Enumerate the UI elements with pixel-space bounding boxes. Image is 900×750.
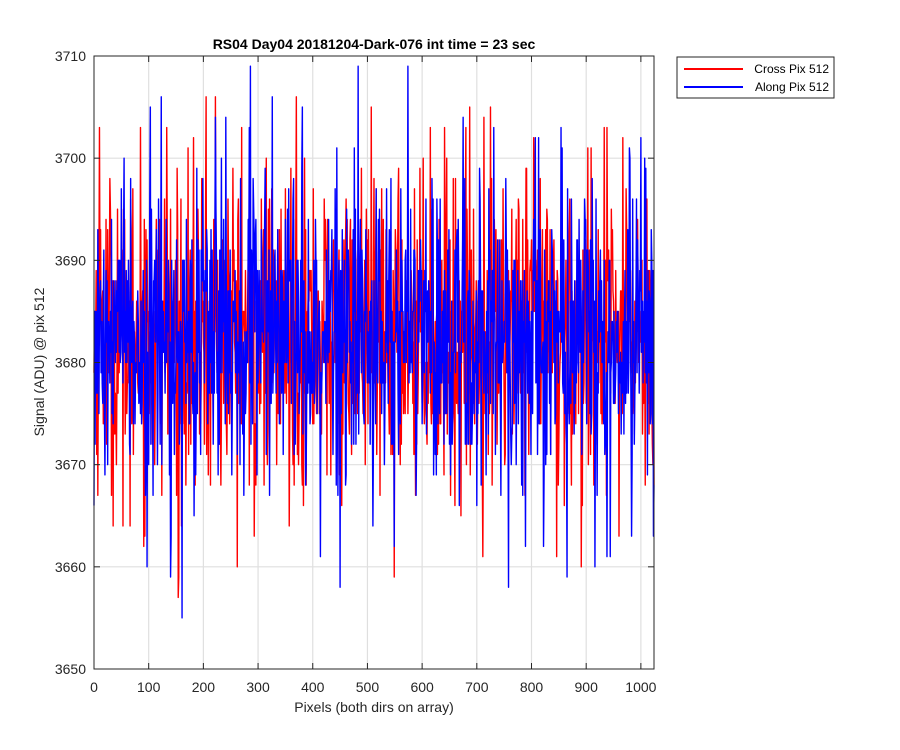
- x-tick-label: 900: [575, 679, 599, 695]
- y-tick-label: 3700: [55, 150, 86, 166]
- data-series: [93, 65, 655, 619]
- x-tick-label: 800: [520, 679, 544, 695]
- x-tick-label: 100: [137, 679, 161, 695]
- x-tick-label: 0: [90, 679, 98, 695]
- y-tick-label: 3650: [55, 661, 86, 677]
- x-tick-label: 200: [192, 679, 216, 695]
- x-tick-label: 1000: [625, 679, 656, 695]
- x-tick-label: 400: [301, 679, 325, 695]
- series-line-cross-pix-512: [93, 96, 655, 599]
- legend: Cross Pix 512 Along Pix 512: [676, 56, 835, 99]
- x-tick-label: 500: [356, 679, 380, 695]
- x-axis-label: Pixels (both dirs on array): [294, 699, 454, 715]
- legend-label-along: Along Pix 512: [755, 80, 829, 94]
- series-line-along-pix-512: [93, 65, 655, 619]
- legend-box: [676, 56, 835, 99]
- x-tick-label: 700: [465, 679, 489, 695]
- x-tick-label: 300: [246, 679, 270, 695]
- y-axis-ticks: 3650 3660 3670 3680 3690 3700 3710: [55, 48, 654, 677]
- x-axis-ticks: 0 100 200 300 400 500 600 700 800 900 1000: [90, 56, 657, 695]
- legend-label-cross: Cross Pix 512: [754, 62, 829, 76]
- y-tick-label: 3670: [55, 457, 86, 473]
- x-tick-label: 600: [410, 679, 434, 695]
- y-tick-label: 3660: [55, 559, 86, 575]
- chart-title: RS04 Day04 20181204-Dark-076 int time = …: [213, 36, 536, 52]
- y-axis-label: Signal (ADU) @ pix 512: [31, 287, 47, 436]
- y-tick-label: 3680: [55, 355, 86, 371]
- y-tick-label: 3690: [55, 252, 86, 268]
- y-tick-label: 3710: [55, 48, 86, 64]
